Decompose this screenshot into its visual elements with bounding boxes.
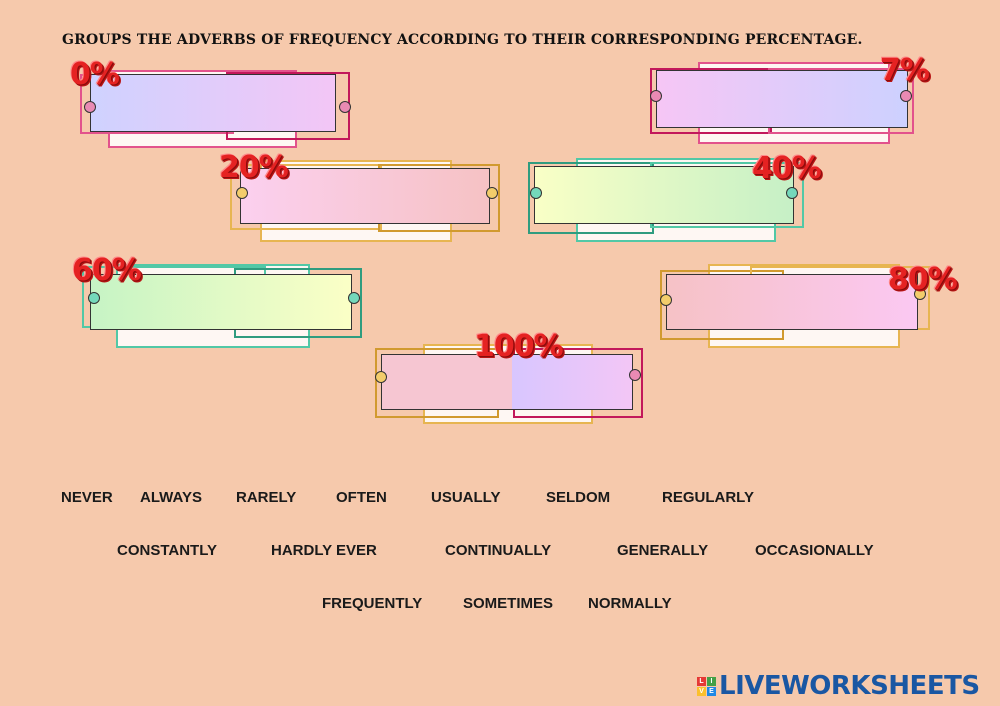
- word-sometimes[interactable]: SOMETIMES: [463, 595, 554, 612]
- drop-zone-0[interactable]: [80, 66, 351, 150]
- drop-zone-60[interactable]: [82, 262, 362, 348]
- word-rarely[interactable]: RARELY: [236, 489, 297, 506]
- word-often[interactable]: OFTEN: [336, 489, 387, 506]
- drop-zone-20[interactable]: [230, 158, 502, 242]
- word-continually[interactable]: CONTINUALLY: [445, 542, 552, 559]
- logo-badge-icon: L I V E: [697, 676, 716, 696]
- percent-label-40: 40%: [752, 151, 822, 186]
- drop-zone-100[interactable]: [375, 344, 645, 426]
- logo-text: LIVEWORKSHEETS: [719, 671, 980, 701]
- drop-zone-7[interactable]: [650, 62, 920, 146]
- drop-zone-40[interactable]: [528, 156, 810, 244]
- word-normally[interactable]: NORMALLY: [588, 595, 672, 612]
- percent-label-0: 0%: [70, 57, 120, 92]
- percent-label-100: 100%: [474, 329, 564, 364]
- percent-label-20: 20%: [219, 150, 289, 185]
- liveworksheets-logo: L I V E LIVEWORKSHEETS: [697, 671, 980, 701]
- word-frequently[interactable]: FREQUENTLY: [322, 595, 423, 612]
- word-constantly[interactable]: CONSTANTLY: [117, 542, 218, 559]
- drop-zone-80[interactable]: [660, 264, 932, 350]
- word-generally[interactable]: GENERALLY: [617, 542, 709, 559]
- percent-label-80: 80%: [888, 262, 958, 297]
- percent-label-7: 7%: [880, 53, 930, 88]
- word-seldom[interactable]: SELDOM: [546, 489, 611, 506]
- word-hardly-ever[interactable]: HARDLY EVER: [271, 542, 377, 559]
- word-usually[interactable]: USUALLY: [431, 489, 501, 506]
- instruction-title: GROUPS THE ADVERBS OF FREQUENCY ACCORDIN…: [62, 32, 863, 48]
- percent-label-60: 60%: [72, 253, 142, 288]
- word-never[interactable]: NEVER: [61, 489, 113, 506]
- word-occasionally[interactable]: OCCASIONALLY: [755, 542, 874, 559]
- word-always[interactable]: ALWAYS: [140, 489, 202, 506]
- word-regularly[interactable]: REGULARLY: [662, 489, 754, 506]
